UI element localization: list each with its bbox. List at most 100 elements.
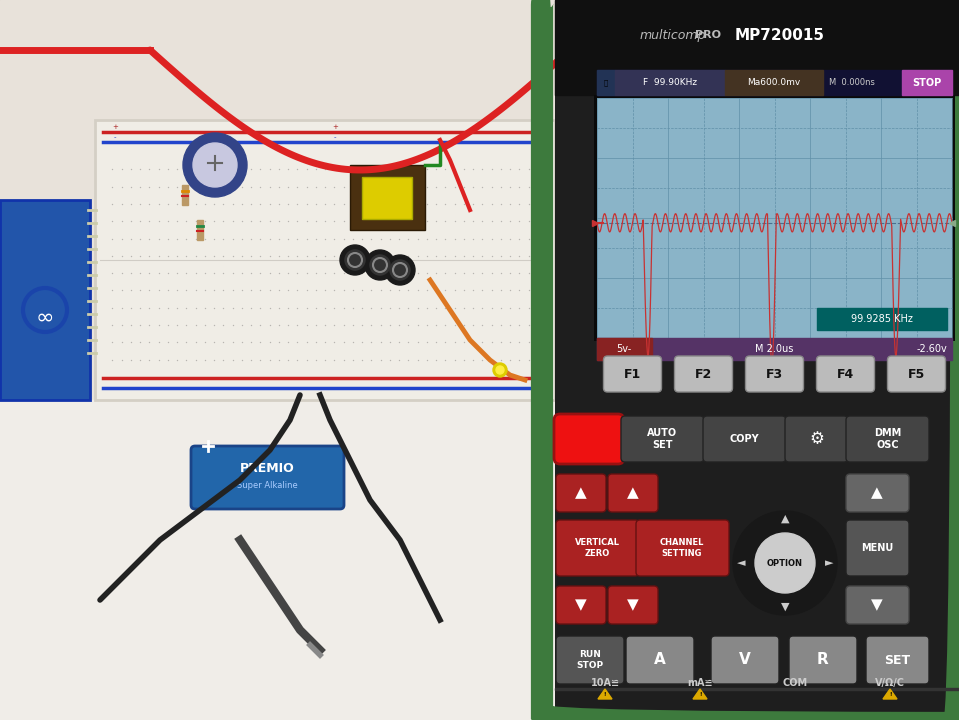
- FancyBboxPatch shape: [554, 414, 624, 464]
- Polygon shape: [598, 689, 612, 699]
- Text: CHANNEL
SETTING: CHANNEL SETTING: [660, 539, 704, 558]
- Circle shape: [385, 255, 415, 285]
- Text: V: V: [739, 652, 751, 667]
- FancyBboxPatch shape: [621, 416, 704, 462]
- Text: -: -: [114, 134, 116, 140]
- Bar: [725, 70, 823, 95]
- Bar: [555, 0, 959, 720]
- Text: Ma600.0mv: Ma600.0mv: [747, 78, 801, 87]
- Text: !: !: [604, 693, 606, 698]
- Text: F  99.90KHz: F 99.90KHz: [643, 78, 697, 87]
- Text: MENU: MENU: [861, 543, 894, 553]
- Text: ◄: ◄: [737, 558, 745, 568]
- FancyBboxPatch shape: [626, 636, 694, 684]
- Bar: [817, 308, 947, 330]
- Text: 5v-: 5v-: [617, 344, 632, 354]
- FancyBboxPatch shape: [711, 636, 779, 684]
- Text: 99.9285 KHz: 99.9285 KHz: [851, 314, 913, 324]
- FancyBboxPatch shape: [866, 636, 929, 684]
- Bar: [597, 338, 652, 360]
- Text: COM: COM: [783, 678, 807, 688]
- Bar: [597, 98, 952, 338]
- Polygon shape: [883, 689, 897, 699]
- FancyBboxPatch shape: [556, 636, 624, 684]
- Circle shape: [193, 143, 237, 187]
- Text: ▼: ▼: [575, 598, 587, 613]
- Circle shape: [496, 366, 504, 374]
- Text: ▲: ▲: [575, 485, 587, 500]
- FancyBboxPatch shape: [674, 356, 733, 392]
- Bar: [0, 200, 90, 400]
- Bar: [615, 70, 725, 95]
- Text: DMM
OSC: DMM OSC: [874, 428, 901, 450]
- Text: ▼: ▼: [781, 602, 789, 612]
- FancyBboxPatch shape: [887, 356, 946, 392]
- FancyBboxPatch shape: [556, 474, 606, 512]
- FancyBboxPatch shape: [789, 636, 857, 684]
- Text: A: A: [654, 652, 666, 667]
- Circle shape: [370, 255, 390, 275]
- FancyBboxPatch shape: [846, 520, 909, 576]
- Bar: [197, 220, 203, 240]
- Text: ▲: ▲: [781, 514, 789, 524]
- Text: 10A≌: 10A≌: [591, 678, 620, 688]
- Circle shape: [390, 260, 410, 280]
- Text: ∞: ∞: [35, 308, 55, 328]
- Circle shape: [733, 511, 837, 615]
- Text: F3: F3: [766, 367, 784, 380]
- FancyBboxPatch shape: [556, 520, 639, 576]
- Text: ►: ►: [825, 558, 833, 568]
- Circle shape: [365, 250, 395, 280]
- FancyBboxPatch shape: [846, 586, 909, 624]
- Text: -: -: [334, 134, 337, 140]
- Bar: [0, 400, 575, 720]
- Bar: [597, 338, 952, 360]
- Text: COPY: COPY: [730, 434, 760, 444]
- FancyBboxPatch shape: [816, 356, 875, 392]
- Text: -2.60v: -2.60v: [916, 344, 947, 354]
- Bar: [0, 0, 575, 720]
- Bar: [555, 688, 959, 690]
- Text: ▼: ▼: [871, 598, 883, 613]
- Text: ▲: ▲: [627, 485, 639, 500]
- Text: M  0.000ns: M 0.000ns: [830, 78, 875, 87]
- Text: 🔒: 🔒: [604, 79, 608, 86]
- Text: mA≌: mA≌: [688, 678, 713, 688]
- FancyBboxPatch shape: [703, 416, 786, 462]
- Bar: [350, 165, 425, 230]
- Bar: [594, 95, 955, 341]
- FancyBboxPatch shape: [846, 416, 929, 462]
- Circle shape: [345, 250, 365, 270]
- Text: ▲: ▲: [871, 485, 883, 500]
- Circle shape: [493, 363, 507, 377]
- FancyBboxPatch shape: [191, 446, 344, 509]
- Bar: [902, 70, 952, 95]
- Text: M 2.0us: M 2.0us: [756, 344, 794, 354]
- Text: !: !: [699, 693, 701, 698]
- FancyBboxPatch shape: [608, 586, 658, 624]
- Text: Super Alkaline: Super Alkaline: [237, 480, 298, 490]
- Circle shape: [183, 133, 247, 197]
- Text: !: !: [889, 693, 891, 698]
- Text: F5: F5: [908, 367, 925, 380]
- Bar: [597, 70, 615, 95]
- Bar: [597, 70, 952, 95]
- Circle shape: [340, 245, 370, 275]
- FancyBboxPatch shape: [608, 474, 658, 512]
- Text: multicomp: multicomp: [640, 29, 707, 42]
- Text: F2: F2: [695, 367, 713, 380]
- Text: AUTO
SET: AUTO SET: [647, 428, 678, 450]
- Circle shape: [755, 533, 815, 593]
- Text: V/Ω/C: V/Ω/C: [875, 678, 905, 688]
- Text: OPTION: OPTION: [767, 559, 803, 567]
- Text: VERTICAL
ZERO: VERTICAL ZERO: [574, 539, 620, 558]
- FancyBboxPatch shape: [846, 474, 909, 512]
- Text: ⚙: ⚙: [809, 430, 824, 448]
- Bar: [182, 185, 188, 205]
- Text: +: +: [332, 124, 338, 130]
- Text: RUN
STOP: RUN STOP: [576, 650, 603, 670]
- Text: STOP: STOP: [912, 78, 942, 88]
- Bar: [95, 120, 555, 400]
- FancyBboxPatch shape: [556, 586, 606, 624]
- Text: PREMIO: PREMIO: [240, 462, 294, 474]
